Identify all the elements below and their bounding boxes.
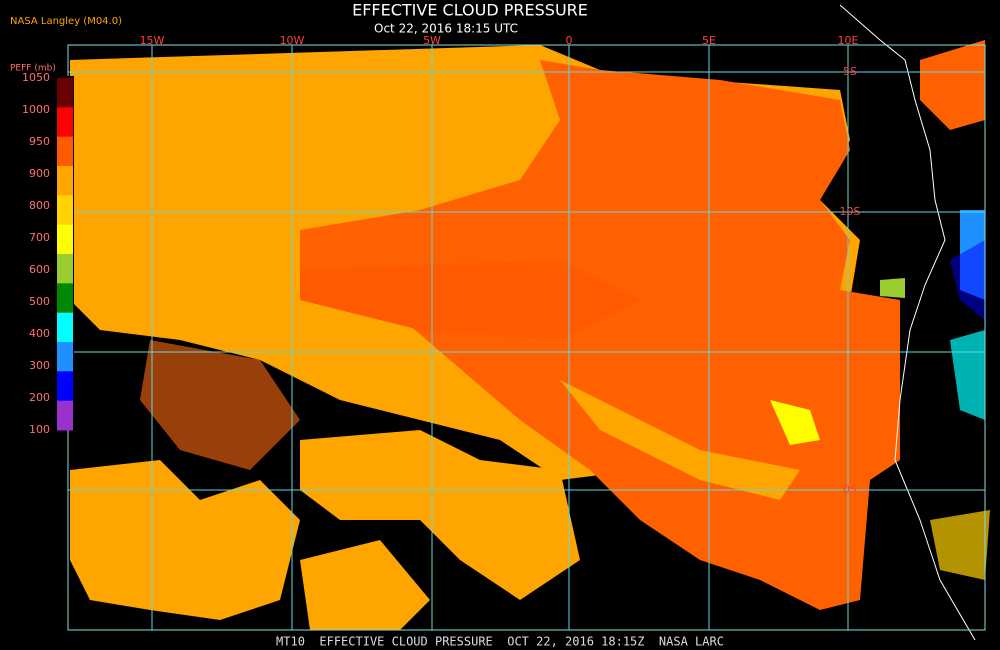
cloud-mass <box>950 240 985 320</box>
legend-swatch <box>57 283 73 314</box>
cloud-mass <box>140 340 300 470</box>
legend-swatch <box>57 195 73 226</box>
legend-swatch <box>57 371 73 402</box>
cloud-mass <box>300 430 580 600</box>
legend-tick-label: 100 <box>29 423 50 436</box>
cloud-mass <box>300 540 430 630</box>
map-title: EFFECTIVE CLOUD PRESSURE <box>352 1 588 20</box>
longitude-label: 10W <box>280 34 305 47</box>
legend-swatch <box>57 312 73 343</box>
latitude-label: 10S <box>840 205 861 218</box>
source-label: NASA Langley (M04.0) <box>10 16 122 27</box>
legend-swatch <box>57 400 73 431</box>
legend-tick-label: 400 <box>29 327 50 340</box>
legend-tick-label: 300 <box>29 359 50 372</box>
legend-swatch <box>57 78 73 108</box>
map-subtitle: Oct 22, 2016 18:15 UTC <box>374 22 518 36</box>
longitude-label: 15W <box>140 34 165 47</box>
legend-title: PEFF (mb) <box>10 64 56 74</box>
legend-tick-label: 200 <box>29 391 50 404</box>
cloud-mass <box>880 278 905 298</box>
legend-tick-label: 700 <box>29 231 50 244</box>
cloud-mass <box>70 460 300 620</box>
cloud-mass <box>920 40 985 130</box>
cloud-mass <box>300 260 640 340</box>
legend-swatch <box>57 254 73 284</box>
legend-swatch <box>57 107 73 138</box>
cloud-mass <box>560 380 800 500</box>
legend: 1050 1000 950 900 800 700 600 500 400 300 200 100 <box>22 71 73 436</box>
legend-tick-label: 500 <box>29 295 50 308</box>
legend-tick-label: 600 <box>29 263 50 276</box>
legend-tick-label: 900 <box>29 167 50 180</box>
longitude-label: 10E <box>838 34 859 47</box>
cloud-mass <box>770 400 820 445</box>
longitude-label: 5E <box>702 34 716 47</box>
legend-tick-label: 950 <box>29 135 50 148</box>
longitude-label: 5W <box>423 34 441 47</box>
cloud-mass <box>930 510 990 580</box>
legend-swatch <box>57 136 73 167</box>
legend-swatch <box>57 166 73 196</box>
legend-tick-label: 1000 <box>22 103 50 116</box>
legend-tick-label: 800 <box>29 199 50 212</box>
cloud-field <box>70 40 990 630</box>
latitude-label: 5S <box>843 65 857 78</box>
coastline <box>839 4 976 641</box>
legend-tick-label: 1050 <box>22 71 50 84</box>
footer-caption: MT10 EFFECTIVE CLOUD PRESSURE OCT 22, 20… <box>276 635 724 649</box>
graticule: 15W 10W 5W 0 5E 10E 5S 10S 0S <box>68 34 985 630</box>
longitude-label: 0 <box>566 34 573 47</box>
latitude-label: 0S <box>843 483 857 496</box>
legend-swatch <box>57 224 73 255</box>
legend-swatch <box>57 342 73 372</box>
